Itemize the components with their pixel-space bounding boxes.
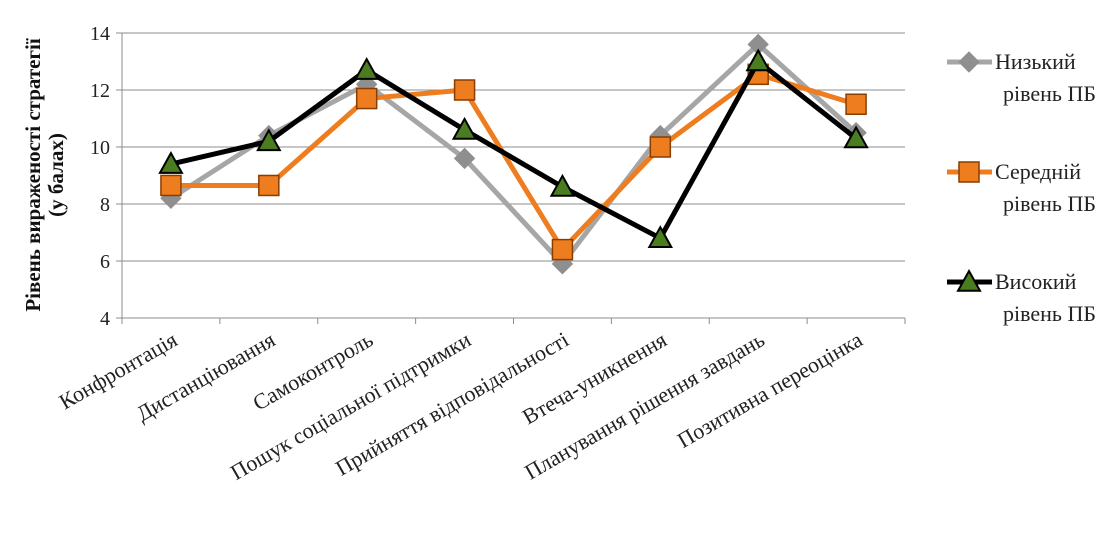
legend-label-line1: Низький [995, 49, 1076, 74]
y-tick-label: 10 [90, 137, 110, 159]
x-tick-label: Позитивна переоцінка [673, 327, 867, 453]
data-point [453, 147, 476, 170]
y-tick-label: 6 [100, 251, 110, 273]
y-axis-title-line2: (у балах) [44, 133, 68, 217]
data-point [845, 93, 867, 115]
y-axis-title: Рівень вираженості стратегії (у балах) [21, 38, 68, 312]
grid-lines [116, 32, 905, 319]
axes [121, 33, 906, 324]
y-axis-title-line1: Рівень вираженості стратегії [21, 38, 45, 312]
data-point [353, 56, 380, 80]
legend-label-line2: рівень ПБ [1003, 81, 1096, 106]
data-point [647, 225, 674, 248]
data-point [355, 87, 378, 110]
data-point [649, 136, 672, 158]
y-tick-label: 12 [90, 80, 110, 102]
data-point [843, 125, 869, 149]
y-tick-labels: 4 6 8 10 12 14 [90, 23, 110, 330]
legend-label-line1: Високий [995, 269, 1077, 294]
legend-item-diamond: Низький рівень ПБ [947, 49, 1096, 106]
y-tick-label: 8 [100, 194, 110, 216]
data-point [256, 128, 282, 152]
data-point [160, 174, 182, 197]
data-point [158, 151, 184, 174]
series-square [160, 63, 867, 261]
legend-label-line2: рівень ПБ [1003, 191, 1096, 216]
data-point [958, 161, 980, 183]
data-point [549, 173, 576, 197]
legend-label-line1: Середній [995, 159, 1081, 184]
data-point [745, 48, 771, 72]
y-tick-label: 4 [100, 308, 110, 330]
legend-item-triangle: Високий рівень ПБ [947, 268, 1096, 326]
y-tick-label: 14 [90, 23, 110, 45]
series-group [158, 33, 869, 275]
data-point [956, 268, 982, 292]
data-point [451, 116, 478, 140]
legend-label-line2: рівень ПБ [1003, 301, 1096, 326]
x-tick-labels: КонфронтаціяДистанціюванняСамоконтрольПо… [55, 327, 867, 485]
data-point [258, 174, 280, 197]
data-point [958, 51, 980, 73]
data-point [453, 79, 476, 101]
series-line [170, 71, 857, 253]
data-point [551, 238, 574, 261]
legend-item-square: Середній рівень ПБ [947, 159, 1096, 216]
series-line [170, 59, 858, 241]
series-triangle [158, 48, 869, 248]
